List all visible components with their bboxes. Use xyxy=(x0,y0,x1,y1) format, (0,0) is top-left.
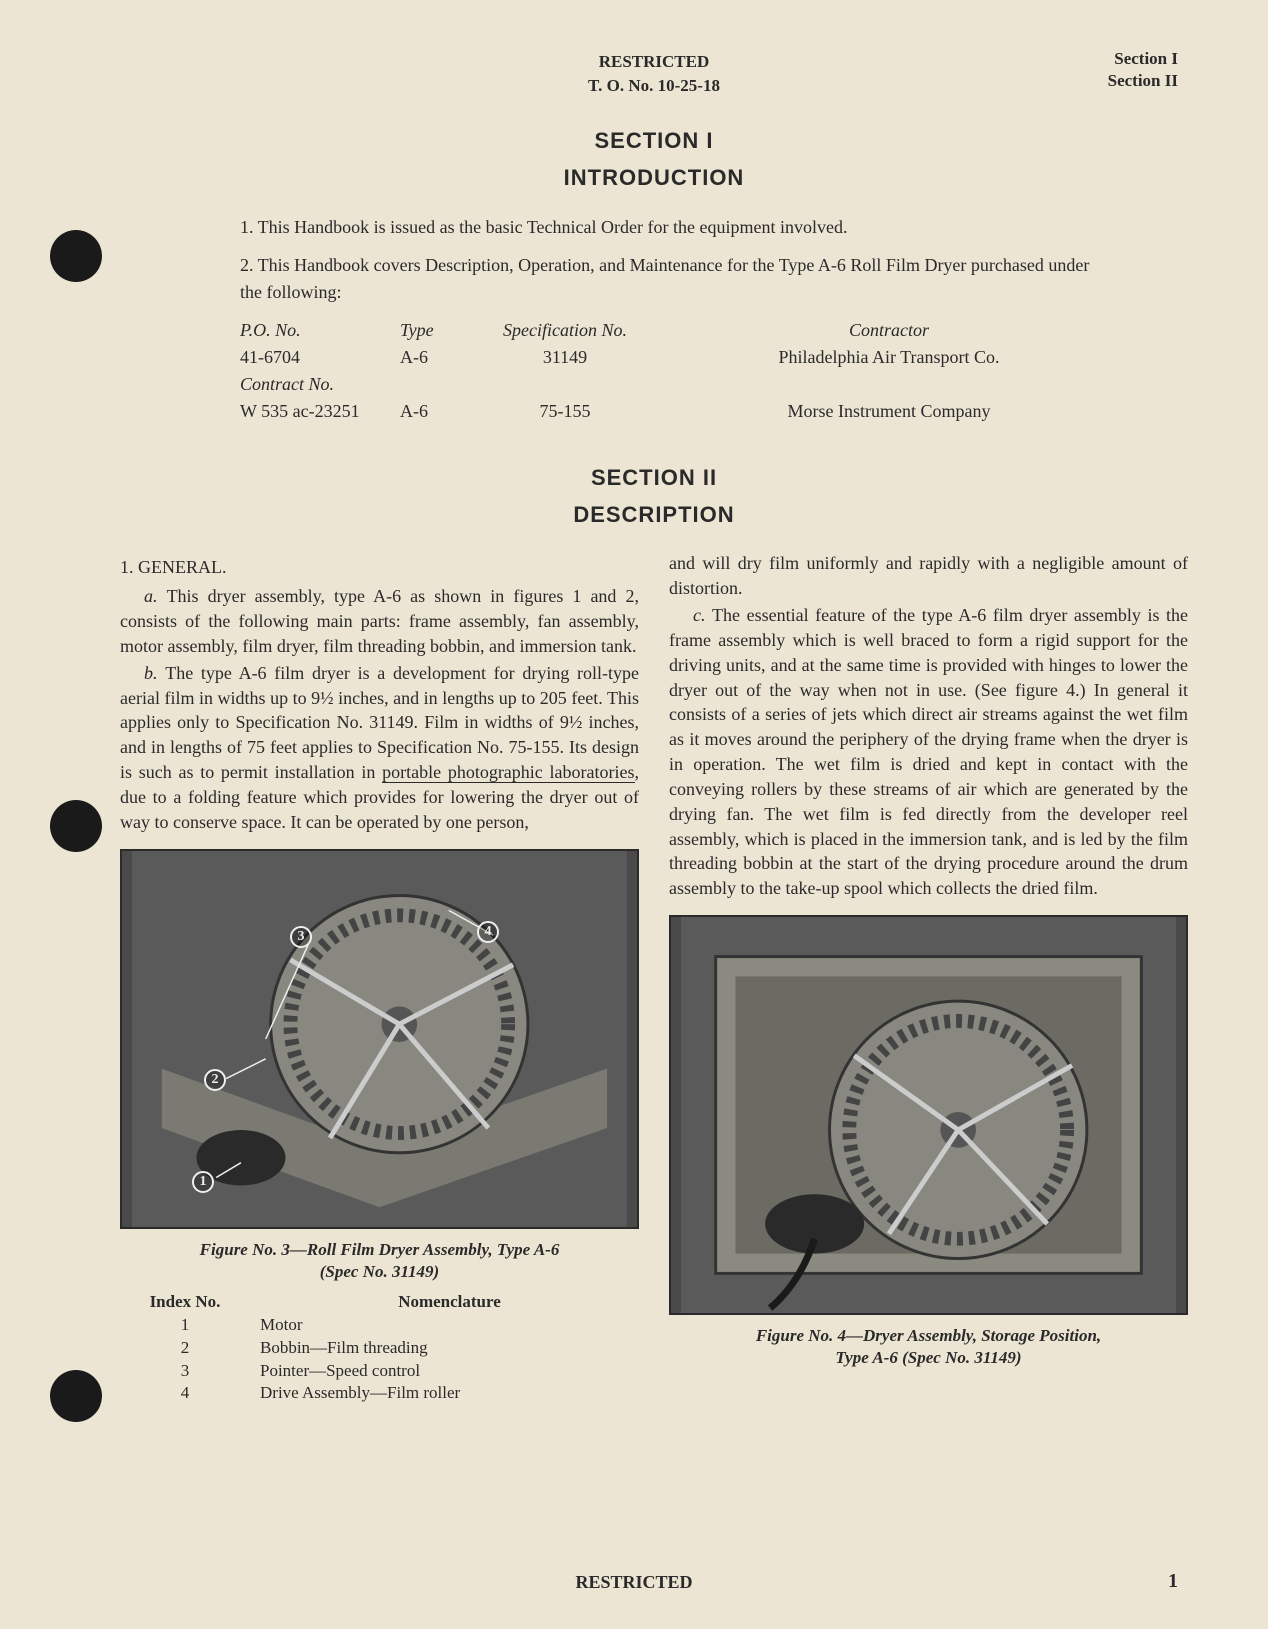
nomenclature-hdr-1: Index No. xyxy=(120,1291,250,1314)
figure-3-caption: Figure No. 3—Roll Film Dryer Assembly, T… xyxy=(120,1239,639,1283)
nomenclature-row-3: 3 Pointer—Speed control xyxy=(120,1360,639,1383)
td-type-2: A-6 xyxy=(400,398,480,425)
contract-table-row-2: W 535 ac-23251 A-6 75-155 Morse Instrume… xyxy=(240,398,1098,425)
nom-label-3: Pointer—Speed control xyxy=(250,1360,639,1383)
figure-4-caption: Figure No. 4—Dryer Assembly, Storage Pos… xyxy=(669,1325,1188,1369)
nom-label-1: Motor xyxy=(250,1314,639,1337)
nomenclature-hdr-2: Nomenclature xyxy=(250,1291,639,1314)
nomenclature-row-2: 2 Bobbin—Film threading xyxy=(120,1337,639,1360)
figure-3-caption-line2: (Spec No. 31149) xyxy=(120,1261,639,1283)
para-c-text: The essential feature of the type A-6 fi… xyxy=(669,605,1188,898)
nom-idx-1: 1 xyxy=(120,1314,250,1337)
figure-3-nomenclature: Index No. Nomenclature 1 Motor 2 Bobbin—… xyxy=(120,1291,639,1406)
figure-3-callout-2: 2 xyxy=(204,1069,226,1091)
td-contractor-2: Morse Instrument Company xyxy=(650,398,1098,425)
header-restricted: RESTRICTED xyxy=(120,50,1188,74)
punch-hole-top xyxy=(50,230,102,282)
td-contractor-1: Philadelphia Air Transport Co. xyxy=(650,344,1098,371)
section-2-title-line2: DESCRIPTION xyxy=(120,496,1188,533)
page-header: RESTRICTED T. O. No. 10-25-18 xyxy=(120,50,1188,98)
section-2-title-line1: SECTION II xyxy=(120,459,1188,496)
para-b: b. The type A-6 film dryer is a developm… xyxy=(120,661,639,835)
figure-4-caption-line1: Figure No. 4—Dryer Assembly, Storage Pos… xyxy=(669,1325,1188,1347)
section-1-title-line2: INTRODUCTION xyxy=(120,159,1188,196)
nomenclature-header: Index No. Nomenclature xyxy=(120,1291,639,1314)
punch-hole-bot xyxy=(50,1370,102,1422)
para-c: c. The essential feature of the type A-6… xyxy=(669,603,1188,901)
contract-label-row: Contract No. xyxy=(240,371,1098,398)
para-a-letter: a. xyxy=(144,586,167,606)
td-spec-1: 31149 xyxy=(480,344,650,371)
td-po-1: 41-6704 xyxy=(240,344,400,371)
page-number: 1 xyxy=(1168,1570,1178,1593)
nom-idx-3: 3 xyxy=(120,1360,250,1383)
section-label-1: Section I xyxy=(1108,48,1178,70)
td-type-1: A-6 xyxy=(400,344,480,371)
nom-idx-4: 4 xyxy=(120,1382,250,1405)
body-columns: 1. GENERAL. a. This dryer assembly, type… xyxy=(120,551,1188,1405)
page: Section I Section II RESTRICTED T. O. No… xyxy=(0,0,1268,1629)
figure-4: Figure No. 4—Dryer Assembly, Storage Pos… xyxy=(669,915,1188,1369)
figure-3-image: 3 4 2 1 xyxy=(120,849,639,1229)
intro-para-1: 1. This Handbook is issued as the basic … xyxy=(240,214,1098,240)
th-spec-no: Specification No. xyxy=(480,317,650,344)
th-contractor: Contractor xyxy=(650,317,1098,344)
nom-idx-2: 2 xyxy=(120,1337,250,1360)
th-type: Type xyxy=(400,317,480,344)
section-2-title: SECTION II DESCRIPTION xyxy=(120,459,1188,534)
section-label-2: Section II xyxy=(1108,70,1178,92)
footer-restricted: RESTRICTED xyxy=(0,1572,1268,1593)
figure-3-callout-3: 3 xyxy=(290,926,312,948)
figure-4-image xyxy=(669,915,1188,1315)
figure-3-caption-line1: Figure No. 3—Roll Film Dryer Assembly, T… xyxy=(120,1239,639,1261)
para-b-underlined: portable photographic laboratories xyxy=(382,762,634,783)
para-a: a. This dryer assembly, type A-6 as show… xyxy=(120,584,639,658)
intro-block: 1. This Handbook is issued as the basic … xyxy=(240,214,1098,424)
td-spec-2: 75-155 xyxy=(480,398,650,425)
section-1-title-line1: SECTION I xyxy=(120,122,1188,159)
contract-table-row-1: 41-6704 A-6 31149 Philadelphia Air Trans… xyxy=(240,344,1098,371)
nomenclature-row-1: 1 Motor xyxy=(120,1314,639,1337)
general-heading: 1. GENERAL. xyxy=(120,555,639,580)
nom-label-4: Drive Assembly—Film roller xyxy=(250,1382,639,1405)
section-1-title: SECTION I INTRODUCTION xyxy=(120,122,1188,197)
punch-hole-mid xyxy=(50,800,102,852)
right-column: and will dry film uniformly and rapidly … xyxy=(669,551,1188,1405)
th-po-no: P.O. No. xyxy=(240,317,400,344)
para-b-continuation: and will dry film uniformly and rapidly … xyxy=(669,551,1188,601)
para-a-text: This dryer assembly, type A-6 as shown i… xyxy=(120,586,639,656)
figure-3: 3 4 2 1 Figure No. 3—Roll Film Dryer Ass… xyxy=(120,849,639,1406)
section-label-block: Section I Section II xyxy=(1108,48,1178,92)
nom-label-2: Bobbin—Film threading xyxy=(250,1337,639,1360)
td-po-2: W 535 ac-23251 xyxy=(240,398,400,425)
contract-no-label: Contract No. xyxy=(240,371,400,398)
contract-table: P.O. No. Type Specification No. Contract… xyxy=(240,317,1098,425)
intro-para-2: 2. This Handbook covers Description, Ope… xyxy=(240,252,1098,304)
figure-4-svg xyxy=(671,917,1186,1313)
figure-3-callout-1: 1 xyxy=(192,1171,214,1193)
header-to-no: T. O. No. 10-25-18 xyxy=(120,74,1188,98)
nomenclature-row-4: 4 Drive Assembly—Film roller xyxy=(120,1382,639,1405)
figure-3-callout-4: 4 xyxy=(477,921,499,943)
para-b-letter: b. xyxy=(144,663,165,683)
para-c-letter: c. xyxy=(693,605,712,625)
contract-table-header: P.O. No. Type Specification No. Contract… xyxy=(240,317,1098,344)
figure-4-caption-line2: Type A-6 (Spec No. 31149) xyxy=(669,1347,1188,1369)
figure-3-svg xyxy=(122,851,637,1227)
left-column: 1. GENERAL. a. This dryer assembly, type… xyxy=(120,551,639,1405)
